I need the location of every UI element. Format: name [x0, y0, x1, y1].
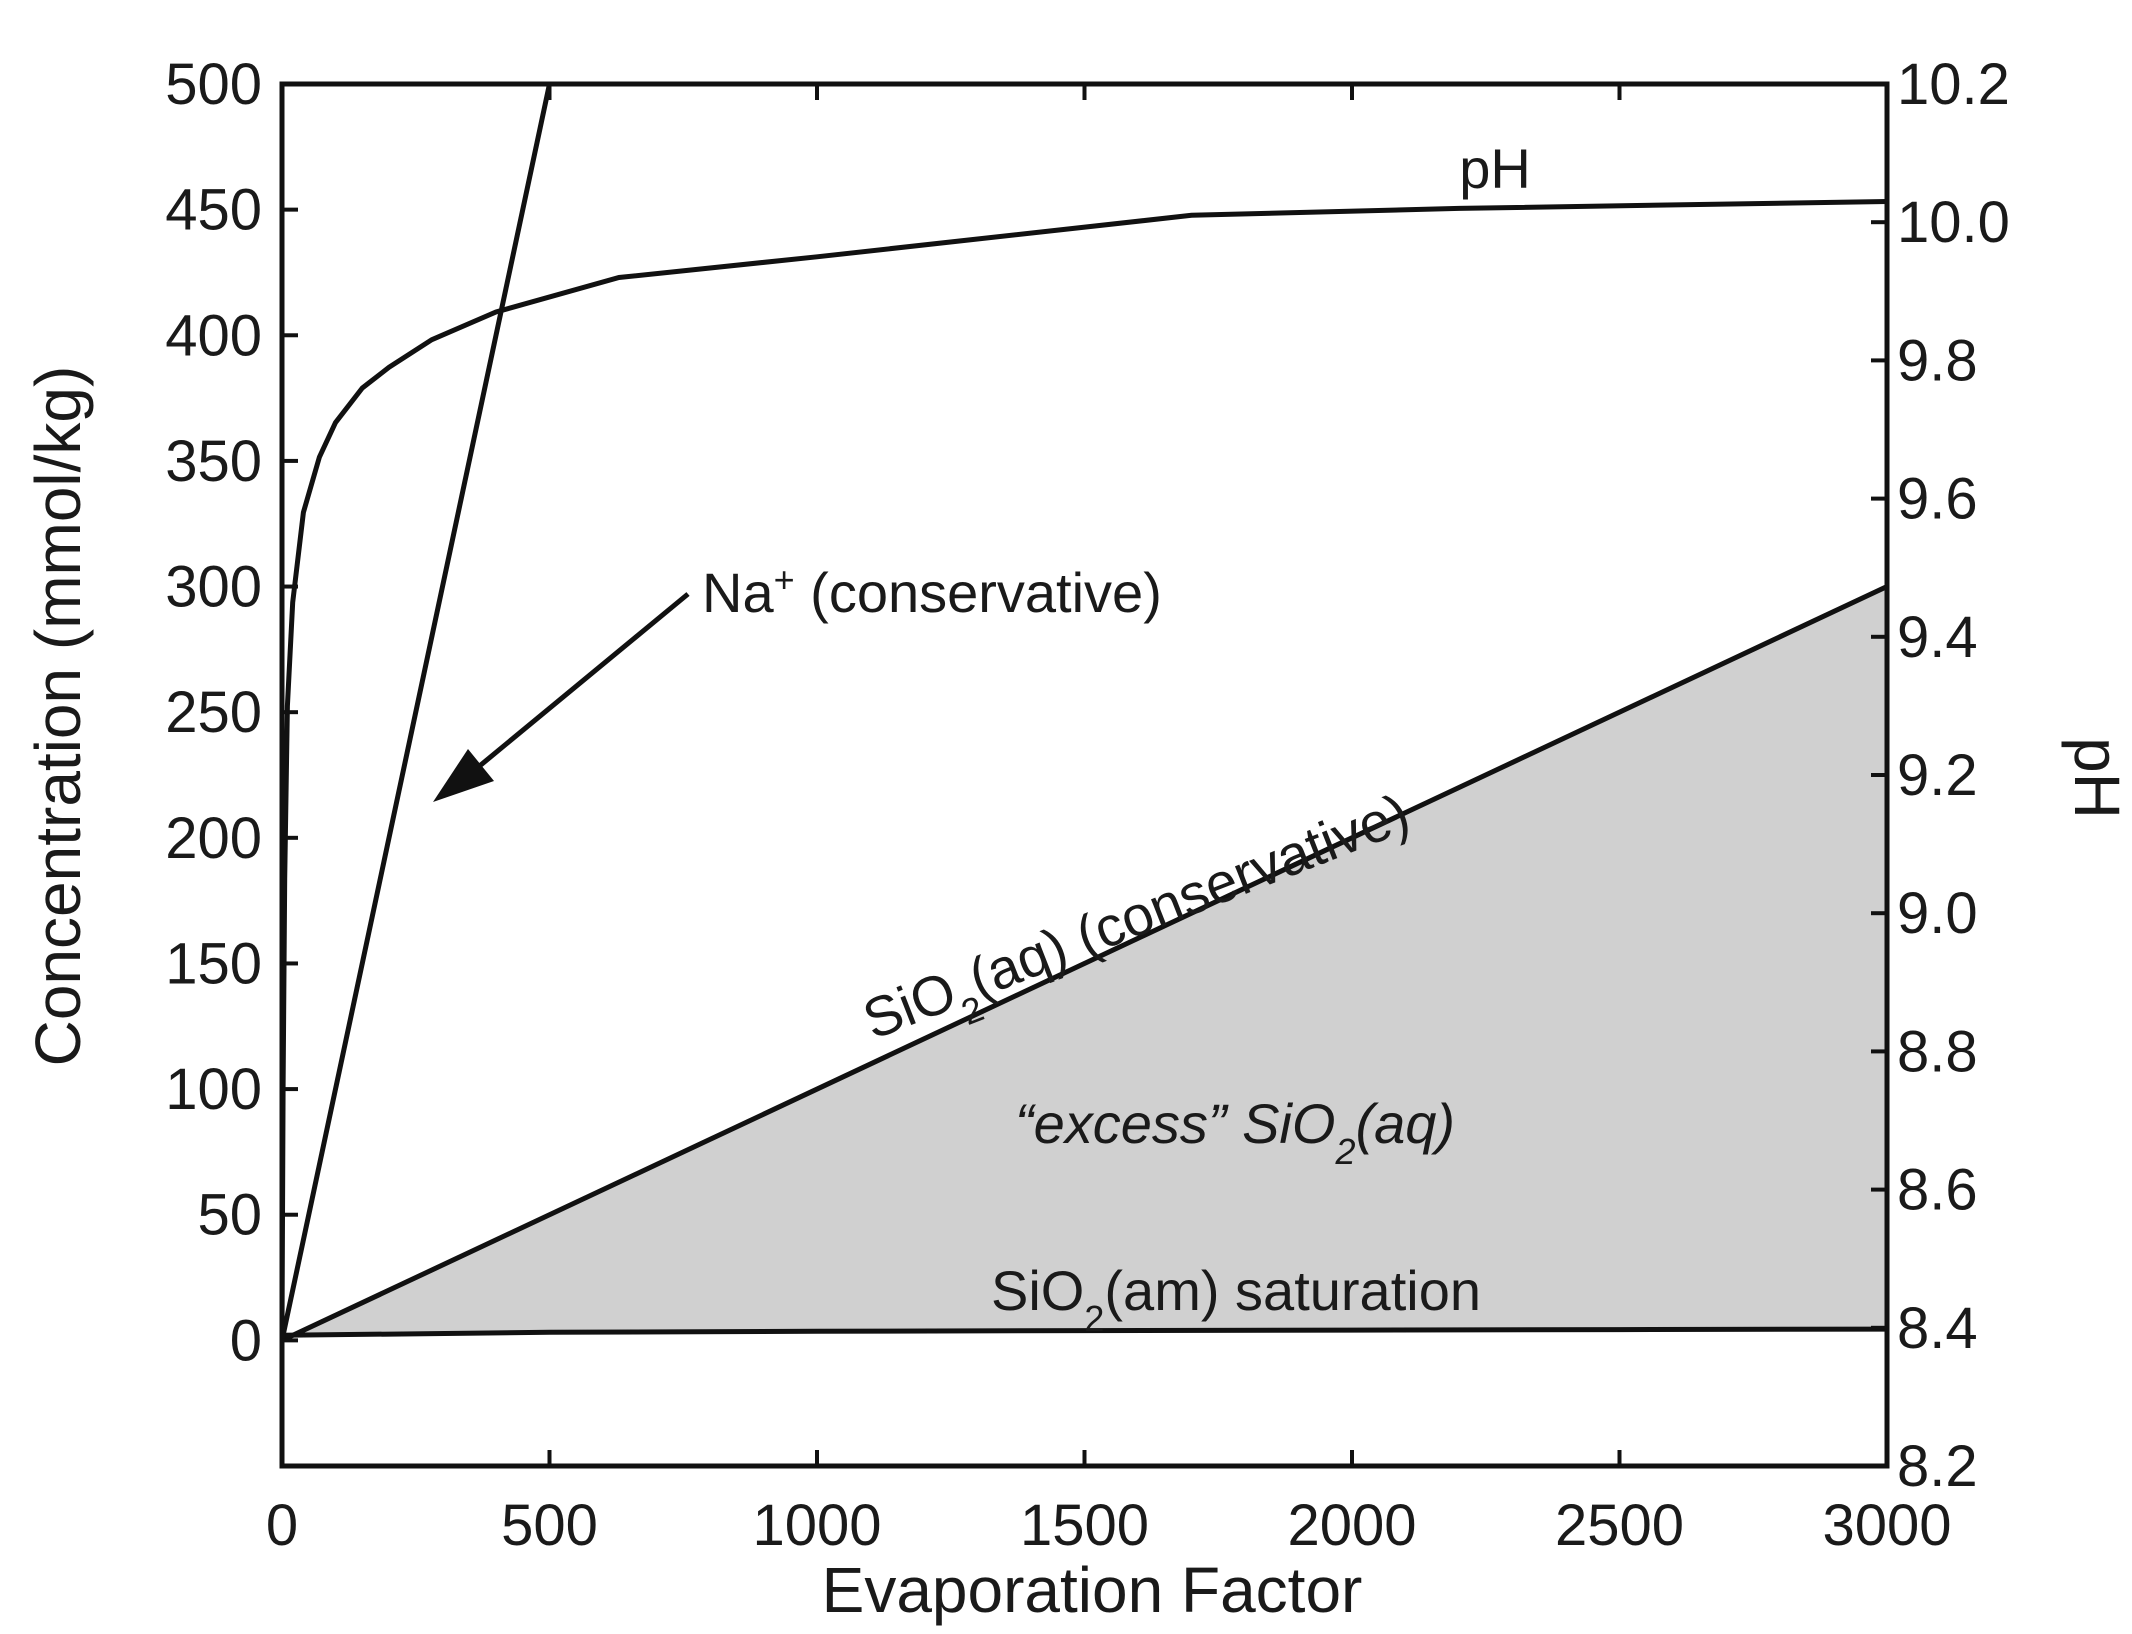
y2-tick-label: 10.0: [1897, 190, 2010, 255]
x-tick-label: 1000: [752, 1493, 881, 1558]
na-conservative-line: [279, 83, 552, 1341]
y2-tick-label: 9.8: [1897, 328, 1978, 393]
y2-tick-label: 10.2: [1897, 52, 2010, 117]
sio2-am-saturation-line: [281, 1326, 1888, 1338]
y2-tick-label: 9.6: [1897, 467, 1978, 532]
na-arrow-head: [433, 749, 494, 802]
y-tick-label: 200: [165, 806, 262, 871]
y2-tick-label: 9.2: [1897, 743, 1978, 808]
y-tick-label: 300: [165, 555, 262, 620]
y-tick-label: 0: [230, 1308, 262, 1373]
x-tick-label: 1500: [1020, 1493, 1149, 1558]
y-tick-label: 500: [165, 52, 262, 117]
y-tick-label: 250: [165, 680, 262, 745]
na-arrow-shaft: [463, 592, 690, 780]
y2-tick-label: 8.2: [1897, 1434, 1978, 1499]
y-tick-label: 450: [165, 178, 262, 243]
y-tick-label: 350: [165, 429, 262, 494]
x-tick-label: 2000: [1287, 1493, 1416, 1558]
y2-tick-label: 9.0: [1897, 881, 1978, 946]
ph-curve-label: pH: [1459, 137, 1531, 200]
excess-sio2-label: “excess” SiO2(aq): [1015, 1092, 1455, 1172]
y-axis-ticks: 0 50 100 150 200 250 300 350 400 450 500: [165, 52, 298, 1373]
x-axis-ticks: 0 500 1000 1500 2000 2500 3000: [266, 84, 1952, 1558]
y2-tick-label: 8.8: [1897, 1019, 1978, 1084]
x-tick-label: 500: [501, 1493, 598, 1558]
y2-tick-label: 8.6: [1897, 1158, 1978, 1223]
y2-tick-label: 8.4: [1897, 1296, 1978, 1361]
x-tick-label: 0: [266, 1493, 298, 1558]
y-axis-title: Concentration (mmol/kg): [22, 366, 94, 1067]
y-tick-label: 150: [165, 931, 262, 996]
y-tick-label: 100: [165, 1057, 262, 1122]
y2-tick-label: 9.4: [1897, 605, 1978, 670]
y-tick-label: 400: [165, 303, 262, 368]
x-tick-label: 2500: [1555, 1493, 1684, 1558]
x-tick-label: 3000: [1822, 1493, 1951, 1558]
ph-line: [279, 199, 1888, 1328]
y2-axis-ticks: 8.2 8.4 8.6 8.8 9.0 9.2 9.4 9.6 9.8 10.0 10.2: [1871, 52, 2010, 1499]
sio2-aq-conservative-line: [280, 584, 1889, 1343]
y2-axis-title: pH: [2061, 737, 2132, 819]
y-tick-label: 50: [197, 1183, 262, 1248]
na-label: Na+ (conservative): [702, 559, 1162, 625]
x-axis-title: Evaporation Factor: [822, 1554, 1363, 1626]
sio2-am-saturation-label: SiO2(am) saturation: [991, 1259, 1481, 1339]
